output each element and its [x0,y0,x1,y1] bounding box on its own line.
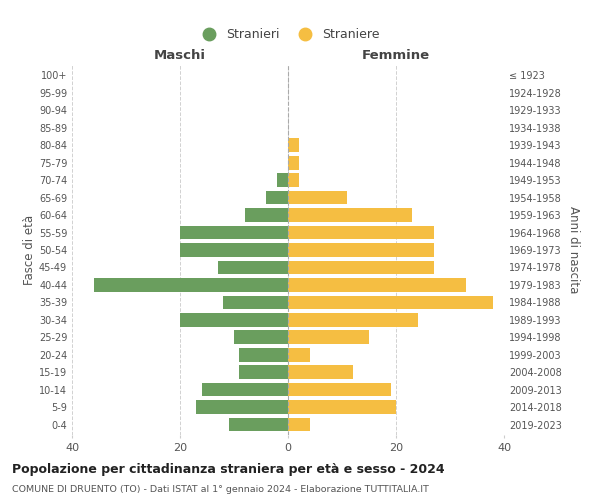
Bar [180,243,288,257]
Bar [234,330,288,344]
Text: COMUNE DI DRUENTO (TO) - Dati ISTAT al 1° gennaio 2024 - Elaborazione TUTTITALIA: COMUNE DI DRUENTO (TO) - Dati ISTAT al 1… [12,485,429,494]
Bar [288,330,369,344]
Bar [288,383,391,396]
Y-axis label: Fasce di età: Fasce di età [23,215,36,285]
Text: Maschi: Maschi [154,48,206,62]
Bar [288,138,299,152]
Bar [196,400,288,414]
Bar [245,208,288,222]
Y-axis label: Anni di nascita: Anni di nascita [567,206,580,294]
Bar [288,278,466,291]
Text: Popolazione per cittadinanza straniera per età e sesso - 2024: Popolazione per cittadinanza straniera p… [12,462,445,475]
Bar [277,174,288,187]
Bar [202,383,288,396]
Bar [180,226,288,239]
Bar [288,418,310,432]
Bar [229,418,288,432]
Bar [218,260,288,274]
Bar [239,348,288,362]
Bar [288,156,299,170]
Legend: Stranieri, Straniere: Stranieri, Straniere [191,23,385,46]
Bar [288,260,434,274]
Bar [288,243,434,257]
Bar [288,348,310,362]
Bar [223,296,288,309]
Bar [288,174,299,187]
Bar [288,296,493,309]
Bar [288,226,434,239]
Bar [239,366,288,379]
Text: Femmine: Femmine [362,48,430,62]
Bar [180,313,288,326]
Bar [94,278,288,291]
Bar [288,313,418,326]
Bar [288,191,347,204]
Bar [288,366,353,379]
Bar [288,400,396,414]
Bar [288,208,412,222]
Bar [266,191,288,204]
